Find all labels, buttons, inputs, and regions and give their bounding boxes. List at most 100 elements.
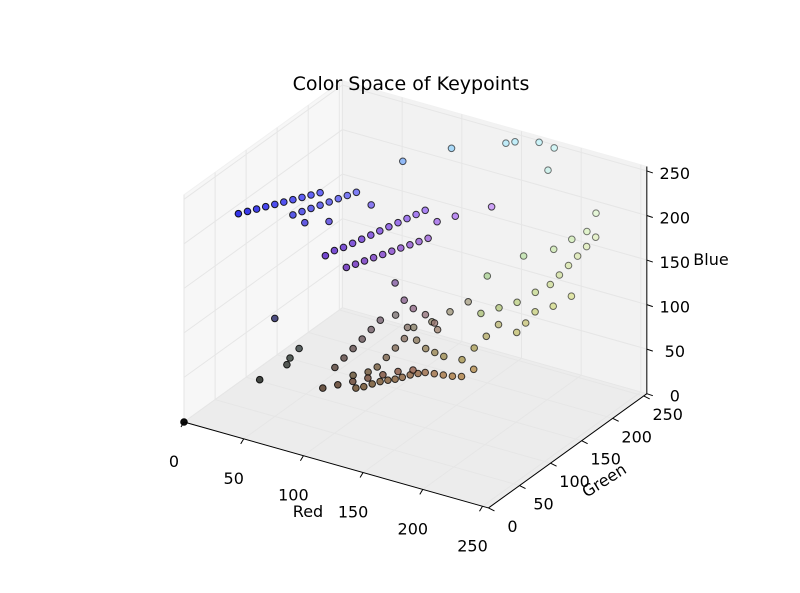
- x-tick-mark: [419, 489, 424, 495]
- data-point: [592, 209, 600, 217]
- data-point: [430, 369, 439, 378]
- data-point: [550, 144, 559, 152]
- gridline-green-50: [214, 172, 520, 486]
- z-tick-label: 0: [670, 387, 680, 406]
- data-point: [446, 308, 454, 316]
- data-point: [388, 247, 396, 255]
- data-point: [535, 138, 543, 147]
- data-point: [342, 263, 351, 272]
- y-tick-label: 100: [559, 472, 590, 491]
- data-point: [298, 193, 306, 202]
- y-axis-line: [488, 393, 648, 509]
- data-point: [470, 344, 479, 352]
- data-point: [325, 198, 334, 206]
- data-point: [271, 314, 279, 323]
- data-point: [403, 214, 411, 223]
- data-point: [531, 308, 539, 316]
- y-tick-mark: [581, 440, 588, 445]
- x-tick-label: 250: [457, 536, 488, 555]
- data-point: [243, 207, 252, 216]
- data-point: [564, 261, 573, 270]
- x-tick-label: 0: [169, 452, 179, 471]
- z-tick-label: 100: [660, 298, 691, 317]
- x-tick-label: 150: [338, 503, 369, 522]
- gridline-red-250: [482, 164, 642, 507]
- data-point: [358, 335, 367, 343]
- data-point: [307, 191, 315, 199]
- data-point: [424, 234, 432, 243]
- data-point: [494, 320, 503, 329]
- gridline-blue-100: [183, 218, 647, 334]
- data-point: [464, 298, 473, 306]
- data-point: [378, 250, 387, 259]
- data-point: [398, 373, 407, 382]
- data-point: [521, 319, 530, 327]
- data-point: [412, 210, 420, 219]
- gridline-blue-250: [183, 84, 647, 200]
- data-point: [349, 377, 357, 386]
- data-point: [271, 200, 279, 209]
- gridline-red-100: [303, 114, 463, 457]
- z-tick-mark: [646, 215, 653, 218]
- gridline-red-200: [422, 148, 582, 490]
- chart-title: Color Space of Keypoints: [293, 73, 530, 95]
- data-point: [544, 166, 552, 174]
- data-point: [334, 194, 343, 203]
- data-point: [316, 201, 324, 209]
- data-point: [289, 195, 297, 204]
- x-tick-mark: [479, 505, 483, 512]
- data-point: [482, 332, 491, 341]
- data-point: [421, 310, 430, 319]
- data-point: [289, 211, 297, 219]
- data-point: [409, 366, 417, 374]
- data-point: [397, 244, 405, 252]
- data-point: [409, 304, 418, 313]
- z-tick-label: 250: [660, 164, 691, 183]
- data-point: [391, 344, 400, 352]
- data-point: [373, 363, 382, 371]
- data-point: [180, 418, 188, 426]
- data-point: [447, 144, 456, 153]
- data-point: [483, 272, 492, 280]
- data-point: [487, 203, 496, 211]
- data-point: [439, 371, 448, 379]
- data-point: [583, 227, 591, 236]
- z-tick-mark: [646, 304, 653, 308]
- data-point: [409, 323, 418, 332]
- z-tick-mark: [646, 170, 653, 174]
- z-axis-label: Blue: [693, 250, 728, 269]
- z-tick-label: 150: [660, 253, 691, 272]
- data-point: [394, 218, 402, 227]
- data-point: [367, 201, 376, 209]
- z-tick-label: 200: [660, 208, 691, 227]
- data-point: [286, 354, 294, 362]
- data-point: [549, 245, 558, 254]
- data-point: [421, 206, 430, 215]
- y-tick-label: 200: [621, 427, 652, 446]
- data-point: [261, 202, 270, 211]
- y-tick-mark: [612, 417, 619, 422]
- data-point: [348, 239, 357, 248]
- data-point: [321, 251, 330, 260]
- data-point: [352, 188, 361, 197]
- gridline-red-150: [362, 131, 522, 474]
- data-point: [360, 257, 369, 265]
- data-point: [307, 204, 315, 213]
- data-point: [340, 354, 348, 362]
- gridline-blue-0: [183, 307, 647, 423]
- data-point: [339, 243, 348, 252]
- data-point: [252, 205, 261, 213]
- data-point: [352, 384, 360, 392]
- z-tick-mark: [646, 393, 653, 397]
- data-point: [421, 368, 430, 377]
- data-point: [433, 217, 441, 226]
- data-point: [391, 279, 399, 287]
- data-point: [549, 302, 558, 311]
- data-point: [512, 328, 521, 337]
- data-point: [369, 253, 378, 262]
- z-tick-label: 50: [665, 342, 685, 361]
- data-point: [385, 223, 393, 231]
- x-axis-label: Red: [293, 502, 323, 521]
- data-point: [469, 365, 478, 374]
